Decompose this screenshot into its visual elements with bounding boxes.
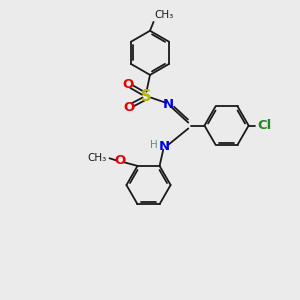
Text: O: O <box>115 154 126 167</box>
Text: Cl: Cl <box>257 119 271 132</box>
Text: N: N <box>159 140 170 153</box>
Text: CH₃: CH₃ <box>87 153 106 163</box>
Text: N: N <box>163 98 174 111</box>
Text: S: S <box>141 88 152 104</box>
Text: O: O <box>124 101 135 114</box>
Text: O: O <box>123 78 134 92</box>
Text: H: H <box>151 140 158 150</box>
Text: CH₃: CH₃ <box>154 11 174 20</box>
